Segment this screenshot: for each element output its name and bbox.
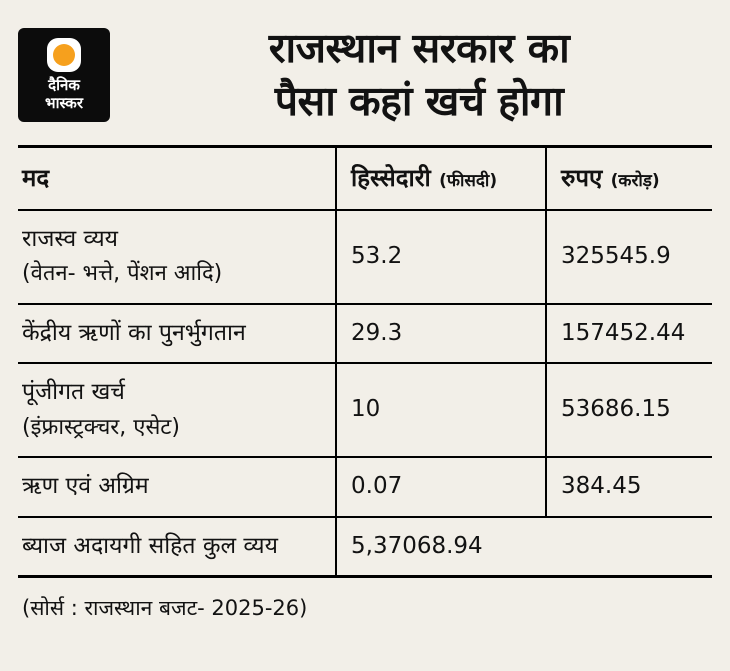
cell-amount: 157452.44	[545, 303, 712, 365]
cell-amount: 53686.15	[545, 363, 712, 458]
cell-share: 53.2	[335, 209, 546, 305]
cell-item: केंद्रीय ऋणों का पुनर्भुगतान	[18, 303, 336, 365]
item-sub: (इंफ्रास्ट्रक्चर, एसेट)	[22, 414, 180, 440]
cell-share: 0.07	[335, 456, 546, 518]
item-main: ऋण एवं अग्रिम	[22, 472, 149, 499]
page-title: राजस्थान सरकार का पैसा कहां खर्च होगा	[126, 22, 712, 129]
column-header-share: हिस्सेदारी (फीसदी)	[335, 144, 546, 211]
header-item-label: मद	[22, 163, 50, 192]
header-row: मद हिस्सेदारी (फीसदी) रुपए (करोड़)	[18, 144, 712, 211]
total-value: 5,37068.94	[335, 516, 712, 579]
header: दैनिक भास्कर राजस्थान सरकार का पैसा कहां…	[18, 20, 712, 129]
cell-share: 10	[335, 363, 546, 458]
sun-dot-icon	[53, 43, 75, 66]
column-header-item: मद	[18, 144, 336, 211]
header-amount-label: रुपए	[561, 163, 603, 192]
infographic-card: दैनिक भास्कर राजस्थान सरकार का पैसा कहां…	[18, 20, 712, 621]
cell-amount: 384.45	[545, 456, 712, 518]
header-share-label: हिस्सेदारी	[351, 163, 431, 192]
item-main: राजस्व व्यय	[22, 225, 119, 252]
cell-item: पूंजीगत खर्च (इंफ्रास्ट्रक्चर, एसेट)	[18, 363, 336, 458]
title-line2: पैसा कहां खर्च होगा	[274, 77, 564, 126]
table-row: पूंजीगत खर्च (इंफ्रास्ट्रक्चर, एसेट) 10 …	[18, 363, 712, 458]
budget-table: मद हिस्सेदारी (फीसदी) रुपए (करोड़) राजस्…	[18, 144, 712, 579]
title-line1: राजस्थान सरकार का	[268, 24, 570, 72]
source-text: (सोर्स : राजस्थान बजट- 2025-26)	[22, 596, 308, 621]
header-share-unit: (फीसदी)	[439, 170, 498, 191]
table-row: केंद्रीय ऋणों का पुनर्भुगतान 29.3 157452…	[18, 303, 712, 365]
header-amount-unit: (करोड़)	[610, 170, 660, 191]
cell-share: 29.3	[335, 303, 546, 365]
cell-item: राजस्व व्यय (वेतन- भत्ते, पेंशन आदि)	[18, 209, 336, 305]
sun-icon	[47, 37, 81, 72]
item-sub: (वेतन- भत्ते, पेंशन आदि)	[22, 261, 223, 287]
total-label: ब्याज अदायगी सहित कुल व्यय	[18, 516, 336, 579]
table-row: ऋण एवं अग्रिम 0.07 384.45	[18, 456, 712, 518]
logo-line1: दैनिक	[48, 75, 80, 94]
logo-line2: भास्कर	[45, 93, 83, 112]
cell-amount: 325545.9	[545, 209, 712, 305]
column-header-amount: रुपए (करोड़)	[545, 144, 712, 211]
cell-item: ऋण एवं अग्रिम	[18, 456, 336, 518]
total-row: ब्याज अदायगी सहित कुल व्यय 5,37068.94	[18, 516, 712, 579]
logo-text: दैनिक भास्कर	[45, 75, 83, 112]
item-main: केंद्रीय ऋणों का पुनर्भुगतान	[22, 319, 246, 346]
item-main: पूंजीगत खर्च	[22, 379, 125, 406]
table-row: राजस्व व्यय (वेतन- भत्ते, पेंशन आदि) 53.…	[18, 209, 712, 305]
dainik-bhaskar-logo: दैनिक भास्कर	[18, 28, 110, 122]
